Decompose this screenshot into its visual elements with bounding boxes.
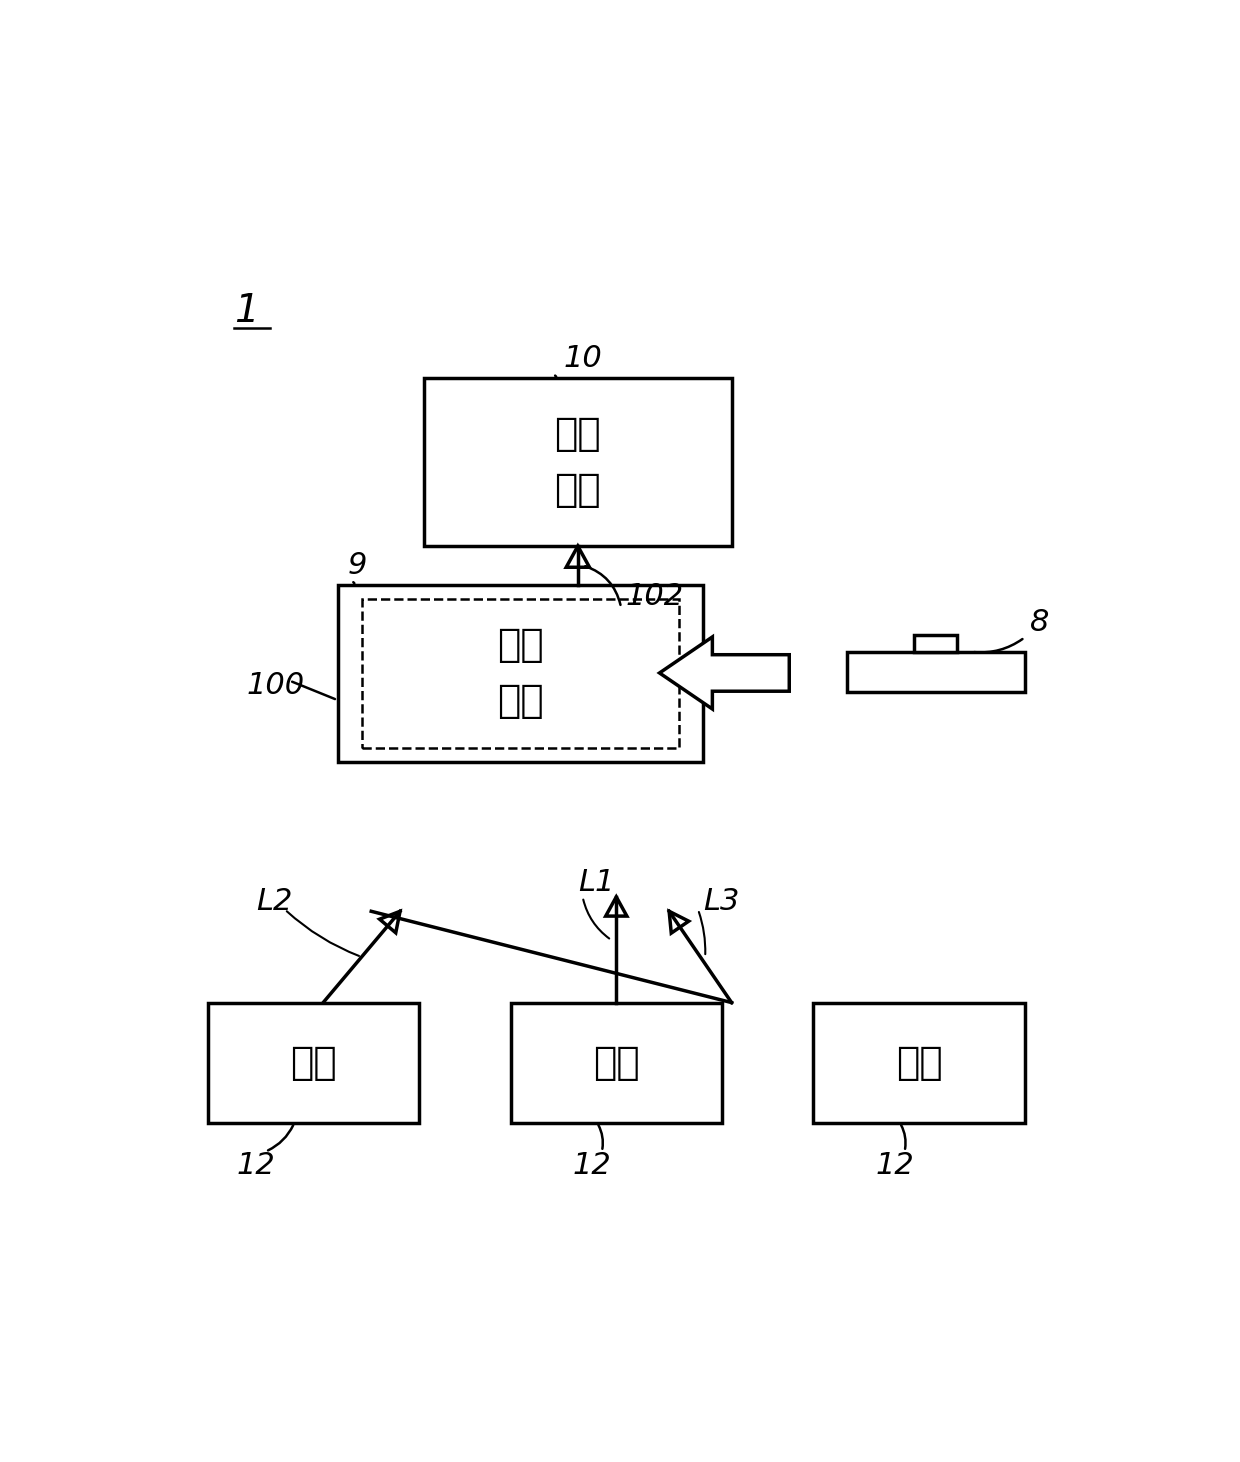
Polygon shape	[605, 896, 627, 917]
Text: 影像
區域: 影像 區域	[497, 626, 543, 721]
Text: L3: L3	[703, 887, 739, 917]
Bar	[914, 635, 957, 652]
Bar	[511, 1003, 722, 1123]
Text: 12: 12	[875, 1152, 914, 1180]
Text: L2: L2	[255, 887, 293, 917]
Bar	[362, 599, 678, 749]
Text: 1: 1	[234, 291, 259, 329]
Text: 10: 10	[563, 344, 603, 373]
Text: 光源: 光源	[593, 1044, 640, 1082]
Text: 100: 100	[247, 671, 305, 700]
Polygon shape	[670, 911, 688, 933]
Polygon shape	[567, 547, 589, 567]
Text: 取像
装置: 取像 装置	[554, 415, 601, 509]
Text: 9: 9	[347, 551, 367, 580]
Bar	[424, 379, 732, 547]
Text: 8: 8	[1029, 608, 1049, 637]
Text: 102: 102	[626, 582, 684, 611]
Bar	[847, 652, 1024, 692]
Text: 光源: 光源	[895, 1044, 942, 1082]
Text: L1: L1	[578, 868, 614, 898]
Bar	[208, 1003, 419, 1123]
Text: 12: 12	[573, 1152, 611, 1180]
Polygon shape	[379, 911, 401, 933]
Polygon shape	[660, 637, 789, 709]
Bar	[813, 1003, 1024, 1123]
Bar	[337, 585, 703, 762]
Text: 光源: 光源	[290, 1044, 337, 1082]
Text: 12: 12	[237, 1152, 275, 1180]
